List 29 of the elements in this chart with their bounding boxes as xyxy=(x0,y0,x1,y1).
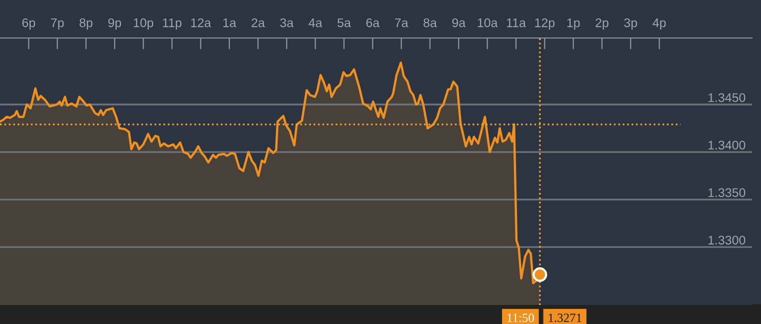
x-tick-label: 11p xyxy=(162,18,182,30)
x-tick-label: 9p xyxy=(108,18,122,30)
x-tick-label: 4a xyxy=(308,18,322,28)
x-tick-label: 1a xyxy=(223,18,236,28)
x-tick-label: 12p xyxy=(535,18,555,30)
x-tick-label: 5a xyxy=(338,18,351,28)
x-tick-label: 11a xyxy=(506,18,526,28)
y-tick-label: 1.3350 xyxy=(708,188,746,198)
y-tick-label: 1.3450 xyxy=(708,93,746,102)
x-tick-label: 7p xyxy=(51,18,64,30)
x-tick-label: 4p xyxy=(652,18,666,30)
x-tick-label: 3a xyxy=(280,18,294,28)
x-tick-label: 8a xyxy=(424,18,437,28)
x-tick-label: 10p xyxy=(134,18,154,30)
x-tick-label: 9a xyxy=(452,18,466,28)
x-tick-label: 2a xyxy=(252,18,265,28)
y-tick-label: 1.3300 xyxy=(708,236,746,245)
x-tick-label: 3p xyxy=(624,18,638,30)
text: 1.3271 xyxy=(548,314,582,322)
x-tick-label: 6a xyxy=(366,18,380,28)
x-tick-label: 12a xyxy=(191,18,212,28)
x-tick-label: 2p xyxy=(596,18,608,30)
x-tick-label: 8p xyxy=(80,18,92,30)
x-tick-label: 1p xyxy=(567,18,580,30)
text: 11:50 xyxy=(508,314,534,322)
x-tick-label: 6p xyxy=(22,18,36,30)
x-tick-label: 10a xyxy=(478,18,498,28)
x-tick-label: 7a xyxy=(395,18,408,28)
y-tick-label: 1.3400 xyxy=(708,140,746,150)
